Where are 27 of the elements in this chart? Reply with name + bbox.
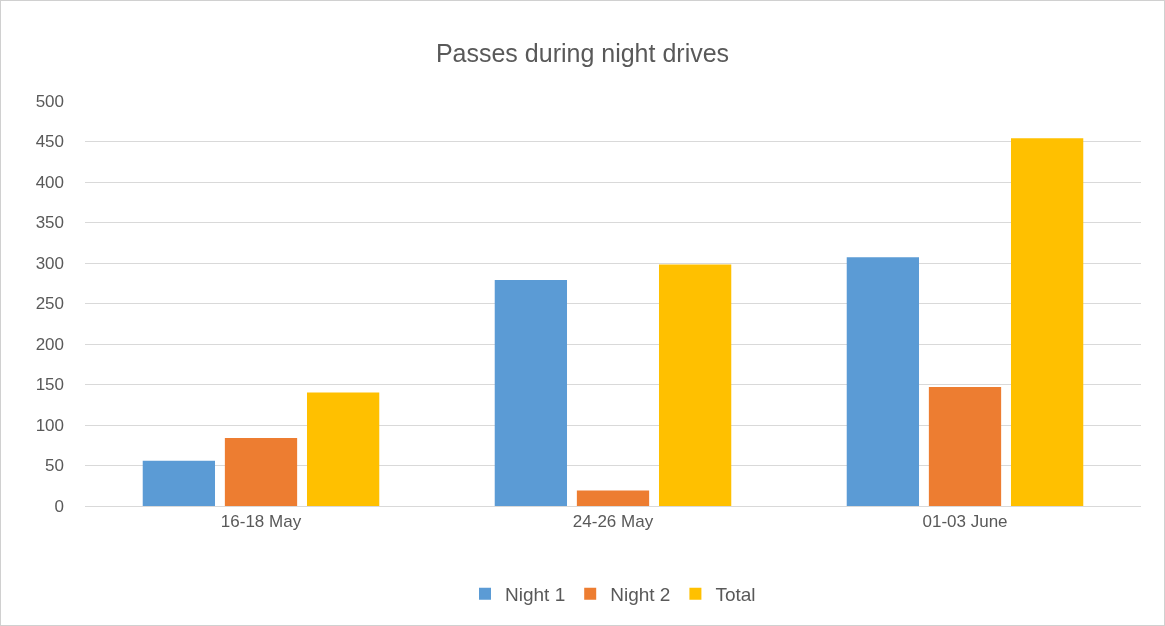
y-tick-label: 400 [35, 172, 64, 192]
y-tick-label: 250 [35, 294, 64, 314]
x-tick-label: 16-18 May [220, 512, 302, 532]
x-tick-label: 01-03 June [922, 512, 1008, 532]
y-tick-label: 500 [35, 91, 64, 111]
y-tick-label: 100 [35, 415, 64, 435]
legend-label: Total [715, 584, 756, 606]
legend-label: Night 2 [610, 584, 671, 606]
y-tick-label: 150 [35, 375, 64, 395]
bar [928, 386, 1002, 506]
y-tick-label: 200 [35, 334, 64, 354]
legend-label: Night 1 [505, 584, 566, 606]
y-tick-label: 300 [35, 253, 64, 273]
bar [846, 257, 920, 506]
chart-title: Passes during night drives [435, 39, 730, 68]
y-tick-label: 350 [35, 213, 64, 233]
bar [658, 264, 732, 506]
bar [142, 460, 216, 506]
bar [576, 490, 650, 506]
y-tick-label: 0 [54, 496, 64, 516]
bar [1010, 138, 1084, 506]
y-tick-label: 50 [45, 456, 64, 476]
bar [306, 392, 380, 506]
x-tick-label: 24-26 May [572, 512, 654, 532]
y-tick-label: 450 [35, 132, 64, 152]
bar [224, 437, 298, 506]
bar [494, 280, 568, 506]
